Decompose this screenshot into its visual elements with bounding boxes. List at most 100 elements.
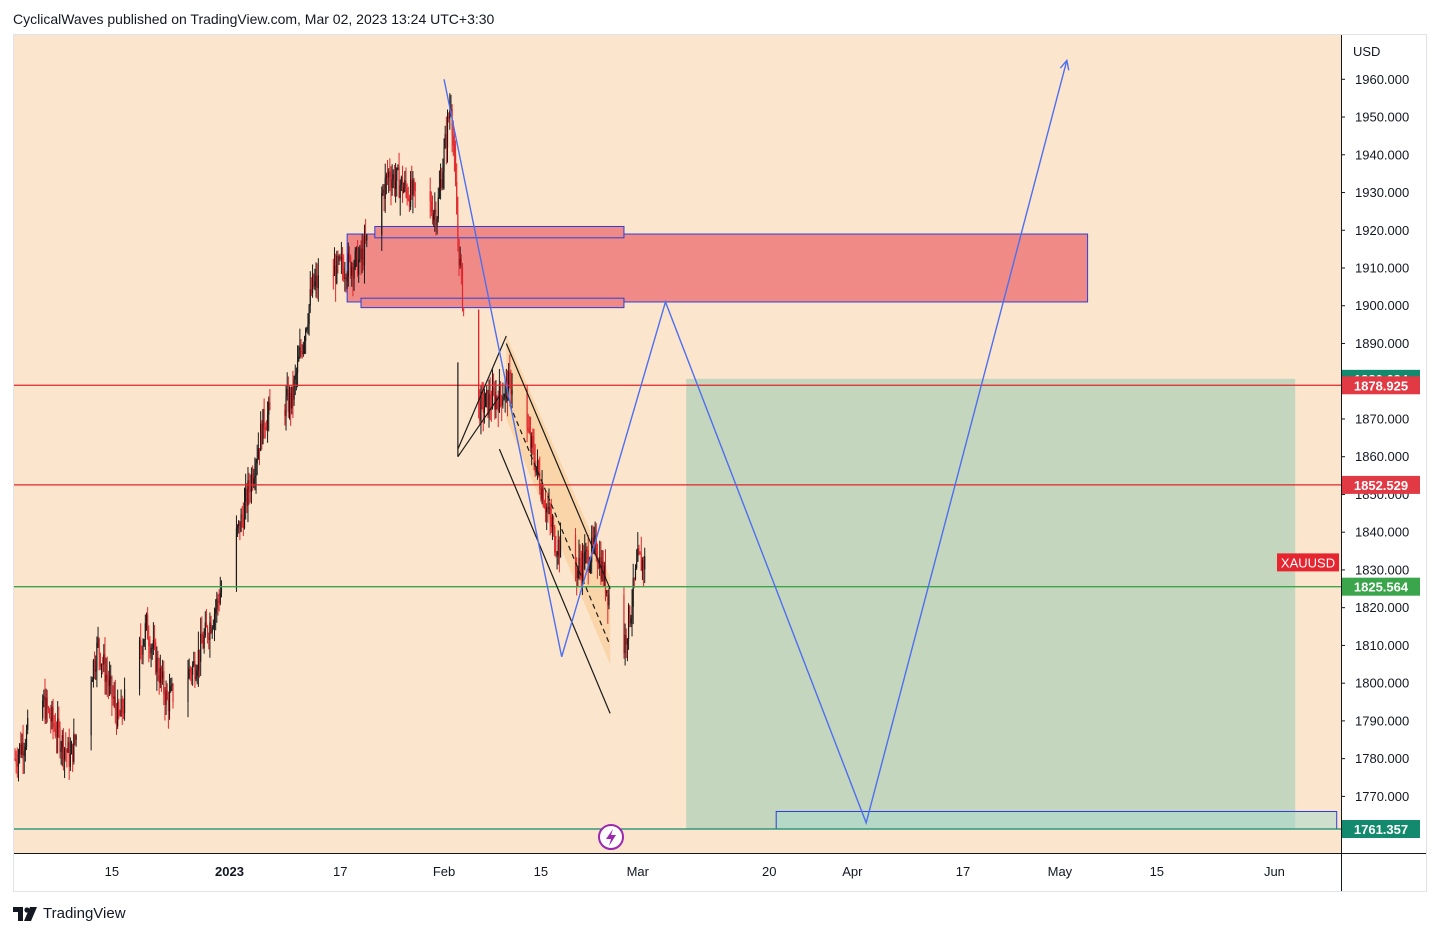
candle-body bbox=[144, 623, 146, 640]
candle bbox=[437, 187, 439, 223]
candle-body bbox=[344, 277, 346, 279]
chart-area[interactable]: USD 1960.000 1950.000 1940.000 1930.000 1920.… bbox=[13, 34, 1427, 892]
y-tick-label: 1820.000 bbox=[1355, 600, 1409, 615]
y-tick-label: 1920.000 bbox=[1355, 223, 1409, 238]
candle-body bbox=[171, 684, 173, 687]
candle-body bbox=[17, 754, 20, 767]
candle bbox=[335, 253, 337, 302]
candle-body bbox=[308, 305, 310, 325]
candle-body bbox=[246, 488, 248, 506]
candle-body bbox=[595, 535, 597, 557]
candle bbox=[408, 194, 411, 212]
candle-body bbox=[452, 135, 454, 146]
candle bbox=[241, 506, 243, 528]
candle bbox=[585, 542, 587, 564]
candle-body bbox=[249, 489, 251, 492]
candle-body bbox=[502, 400, 504, 406]
candle-body bbox=[578, 557, 580, 568]
candle-body bbox=[306, 328, 308, 330]
y-tick-label: 1860.000 bbox=[1355, 449, 1409, 464]
candle bbox=[200, 617, 202, 676]
candle bbox=[554, 525, 556, 556]
candle-body bbox=[449, 109, 451, 119]
candle-body bbox=[412, 180, 414, 195]
candle bbox=[366, 234, 368, 248]
candle bbox=[403, 182, 405, 194]
candle-body bbox=[626, 639, 629, 645]
candle bbox=[165, 680, 167, 715]
candle-body bbox=[384, 178, 386, 199]
candle bbox=[265, 420, 268, 431]
candle bbox=[120, 689, 122, 717]
candle bbox=[624, 623, 626, 666]
candle bbox=[555, 535, 557, 558]
candle-body bbox=[630, 618, 632, 624]
channel-bottom-line bbox=[498, 448, 611, 714]
candle-body bbox=[91, 679, 93, 682]
candle-body bbox=[638, 548, 640, 553]
candle bbox=[45, 688, 47, 724]
candle bbox=[308, 303, 310, 336]
candle bbox=[631, 589, 633, 637]
candle-body bbox=[644, 556, 646, 570]
candle-body bbox=[504, 384, 506, 398]
candle bbox=[189, 665, 191, 681]
candle bbox=[204, 611, 206, 638]
candle-body bbox=[381, 192, 383, 235]
candle-body bbox=[251, 473, 254, 484]
candle-body bbox=[431, 211, 434, 221]
candle bbox=[155, 638, 157, 676]
candle bbox=[362, 235, 364, 271]
candle-body bbox=[65, 748, 67, 751]
candle bbox=[365, 219, 367, 245]
price-chart[interactable]: USD 1960.000 1950.000 1940.000 1930.000 1920.… bbox=[13, 34, 1427, 892]
candle bbox=[639, 551, 641, 555]
candle-body bbox=[108, 678, 111, 686]
candle-body bbox=[200, 633, 202, 662]
candle bbox=[361, 233, 363, 274]
candle bbox=[251, 465, 254, 491]
candle bbox=[436, 216, 438, 235]
candle-body bbox=[103, 654, 105, 665]
candle-body bbox=[414, 183, 416, 192]
candle-body bbox=[238, 521, 240, 527]
candle-body bbox=[358, 258, 360, 275]
candle bbox=[443, 138, 445, 190]
candle bbox=[548, 488, 550, 515]
candle-body bbox=[156, 657, 158, 673]
candle bbox=[558, 536, 560, 573]
candle bbox=[16, 747, 18, 778]
candle-body bbox=[457, 214, 459, 240]
candle-body bbox=[142, 645, 144, 655]
x-tick-label: May bbox=[1048, 864, 1073, 879]
candle bbox=[242, 502, 244, 537]
candle-body bbox=[392, 174, 394, 180]
tradingview-footer[interactable]: TradingView bbox=[13, 905, 126, 922]
candle bbox=[348, 246, 351, 263]
candle bbox=[113, 681, 115, 708]
candle bbox=[164, 687, 166, 721]
candle bbox=[344, 261, 346, 292]
candle-body bbox=[544, 507, 547, 513]
candle-body bbox=[73, 734, 75, 762]
candle bbox=[577, 565, 579, 587]
candle bbox=[358, 246, 360, 283]
candle bbox=[291, 386, 293, 415]
candle-body bbox=[299, 347, 301, 357]
candle-body bbox=[262, 409, 264, 444]
candle bbox=[400, 175, 402, 192]
candle-body bbox=[117, 701, 119, 727]
candle-body bbox=[309, 289, 311, 306]
candle bbox=[296, 345, 299, 388]
candle bbox=[386, 160, 389, 186]
candle bbox=[163, 660, 165, 706]
candle-body bbox=[57, 718, 59, 738]
candle bbox=[587, 534, 589, 585]
candle-body bbox=[254, 475, 256, 479]
candle-body bbox=[557, 539, 559, 555]
candle-body bbox=[385, 175, 387, 179]
candle-body bbox=[256, 458, 258, 464]
candle-body bbox=[53, 723, 55, 728]
candle bbox=[246, 483, 248, 514]
footer-brand: TradingView bbox=[43, 905, 126, 922]
